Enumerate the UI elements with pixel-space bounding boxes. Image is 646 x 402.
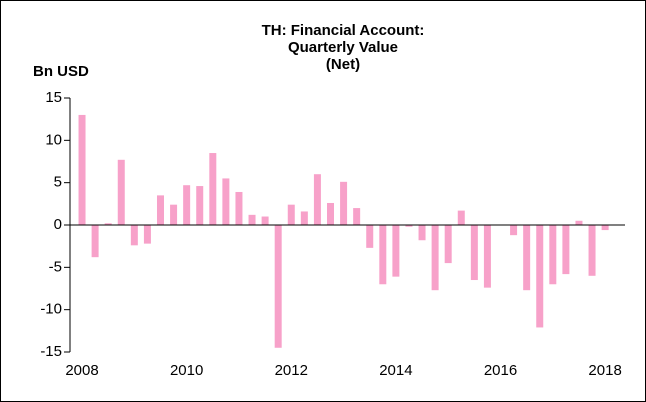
bar [313, 174, 321, 225]
bar [235, 191, 243, 225]
bar [274, 225, 282, 348]
bar [431, 225, 439, 291]
bar [91, 225, 99, 258]
bar [196, 186, 204, 225]
bar [483, 225, 491, 288]
x-tick-label: 2016 [484, 362, 517, 379]
y-tick-label: 5 [54, 174, 62, 191]
y-tick-label: 15 [45, 89, 62, 106]
bar [183, 185, 191, 225]
bar [248, 214, 256, 225]
x-tick-label: 2018 [588, 362, 621, 379]
bar [104, 223, 112, 225]
y-axis-label: Bn USD [33, 63, 89, 80]
bar [588, 225, 596, 276]
x-tick-label: 2012 [275, 362, 308, 379]
y-tick-label: 10 [45, 131, 62, 148]
bar [170, 204, 178, 225]
bar [536, 225, 544, 328]
y-tick-label: -15 [40, 343, 62, 360]
x-tick-label: 2014 [379, 362, 412, 379]
chart-title: TH: Financial Account: [262, 22, 425, 39]
chart-title: Quarterly Value [288, 39, 398, 56]
bar [353, 208, 361, 225]
y-tick-label: -5 [49, 258, 62, 275]
bar [405, 225, 413, 227]
bar [601, 225, 609, 231]
bar [300, 211, 308, 225]
bar [418, 225, 426, 241]
bar [130, 225, 138, 246]
bar [287, 204, 295, 225]
bar [392, 225, 400, 277]
bar [366, 225, 374, 248]
y-tick-label: -10 [40, 301, 62, 318]
x-tick-label: 2008 [65, 362, 98, 379]
bar [209, 153, 217, 225]
bar [143, 225, 151, 244]
bar [549, 225, 557, 285]
bar [444, 225, 452, 264]
bar [510, 225, 518, 236]
bar [340, 181, 348, 225]
bar [562, 225, 570, 275]
bar [78, 114, 86, 225]
bar [261, 216, 269, 225]
x-tick-label: 2010 [170, 362, 203, 379]
bar [326, 202, 334, 225]
bar [117, 159, 125, 225]
bar [379, 225, 387, 285]
bar [470, 225, 478, 281]
y-tick-label: 0 [54, 216, 62, 233]
bar [457, 210, 465, 225]
bar [222, 178, 230, 225]
chart-title: (Net) [326, 56, 360, 73]
bar [575, 220, 583, 225]
bar [156, 195, 164, 225]
bar [523, 225, 531, 291]
